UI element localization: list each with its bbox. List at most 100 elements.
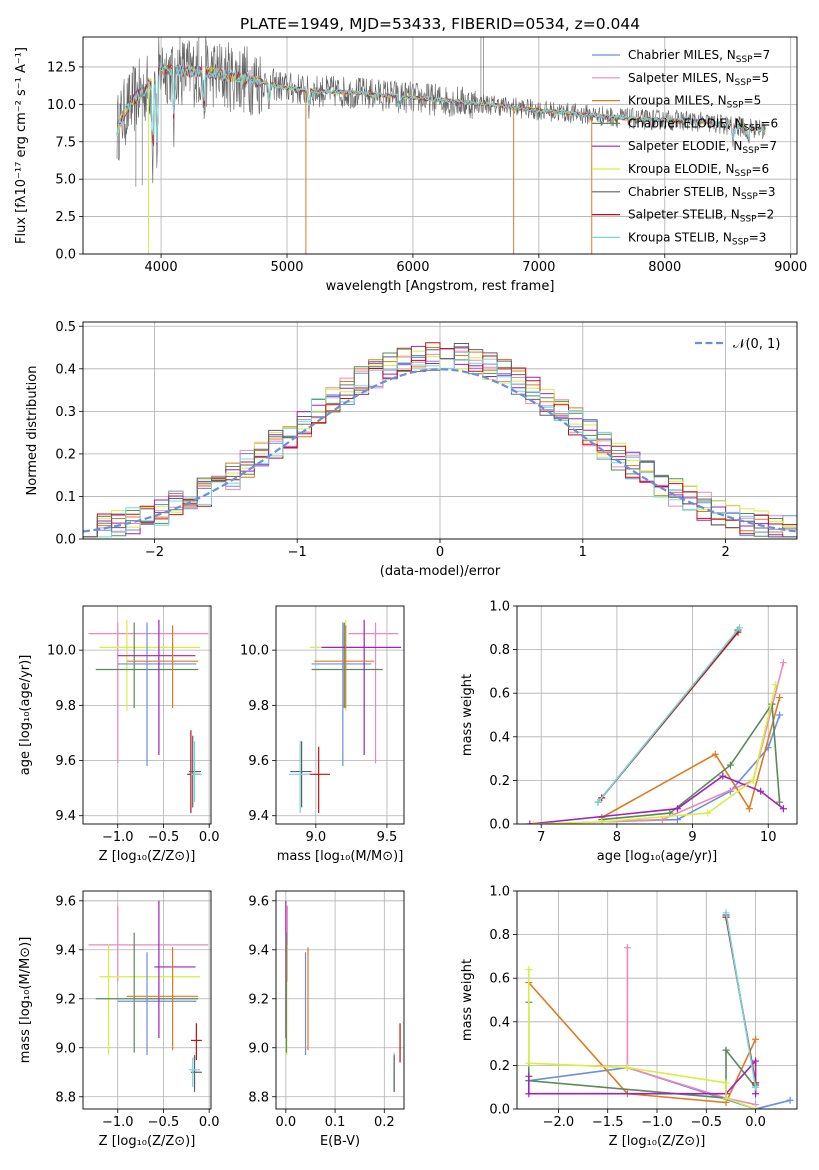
y-tick-label: 2.5 (55, 210, 76, 225)
y-tick-label: 9.0 (248, 1041, 269, 1056)
weight-marker (525, 1090, 533, 1098)
x-tick-label: 4000 (145, 260, 178, 275)
errorbars (288, 619, 402, 813)
age-vs-metallicity-panel: −1.0 −0.5 0.0 9.4 9.6 9.8 10.0 Z [log₁₀(Z/Z⊙)] a… (18, 605, 220, 864)
weight-marker (745, 805, 753, 813)
axes-frame (82, 36, 798, 255)
y-tick-label: 0.0 (55, 248, 76, 263)
x-axis-label: (data-model)/error (380, 564, 501, 579)
x-tick-label: 7000 (522, 260, 555, 275)
y-tick-label: 0.1 (55, 490, 76, 505)
weight-marker (722, 1094, 730, 1102)
x-tick-label: 6000 (396, 260, 429, 275)
ticks: 7 8 9 10 0.0 0.2 0.4 0.6 0.8 1.0 (489, 600, 776, 846)
weight-marker (722, 909, 730, 917)
x-tick-label: 0.0 (276, 1115, 297, 1130)
x-axis-label: Z [log₁₀(Z/Z⊙)] (99, 849, 196, 864)
x-tick-label: −0.5 (148, 1115, 180, 1130)
legend-label: Kroupa ELODIE, NSSP=6 (628, 162, 769, 179)
weight-marker (525, 1059, 533, 1067)
spectrum-panel: 4000 5000 6000 7000 8000 9000 0.0 2.5 5.0 7.5 10.0… (14, 36, 807, 294)
y-tick-label: 0.5 (55, 320, 76, 335)
weight-marker (752, 1083, 760, 1091)
legend-label: 𝒩(0, 1) (733, 337, 780, 352)
y-tick-label: 10.0 (240, 644, 269, 659)
weight-marker (757, 787, 765, 795)
x-tick-label: 1 (579, 545, 587, 560)
errorbars (88, 619, 209, 813)
ticks: −1.0 −0.5 0.0 9.4 9.6 9.8 10.0 (47, 644, 219, 845)
x-tick-label: −1 (288, 545, 307, 560)
x-tick-label: 0.1 (325, 1115, 346, 1130)
weight-marker (779, 659, 787, 667)
y-tick-label: 9.6 (55, 754, 76, 769)
y-tick-label: 10.0 (47, 644, 76, 659)
y-tick-label: 9.8 (55, 699, 76, 714)
y-tick-label: 8.8 (248, 1090, 269, 1105)
x-tick-label: 2 (721, 545, 729, 560)
x-tick-label: 9.5 (377, 830, 398, 845)
weight-marker (772, 680, 780, 688)
y-tick-label: 7.5 (55, 135, 76, 150)
y-tick-label: 1.0 (489, 600, 510, 615)
y-tick-label: 9.8 (248, 699, 269, 714)
y-axis-label: Flux [fλ10⁻¹⁷ erg cm⁻² s⁻¹ A⁻¹] (14, 47, 29, 244)
weight-marker (704, 809, 712, 817)
y-tick-label: 9.6 (248, 894, 269, 909)
weight-marker (786, 1096, 794, 1104)
weight-line (533, 684, 777, 824)
y-tick-label: 9.0 (55, 1041, 76, 1056)
y-tick-label: 10.0 (47, 98, 76, 113)
weight-marker (776, 694, 784, 702)
weight-line (601, 662, 785, 823)
y-axis-label: Normed distribution (25, 366, 40, 496)
weight-marker (673, 805, 681, 813)
weight-marker (623, 1064, 631, 1072)
weight-line (528, 982, 757, 1104)
weight-marker (623, 944, 631, 952)
ticks: 9.0 9.5 9.4 9.6 9.8 10.0 (240, 644, 397, 845)
axes-frame (516, 890, 798, 1110)
y-axis-label: mass [log₁₀(M/M⊙)] (18, 937, 33, 1064)
legend-label: Chabrier STELIB, NSSP=3 (628, 185, 776, 202)
legend-label: Salpeter STELIB, NSSP=2 (628, 208, 774, 225)
y-tick-label: 0.4 (489, 1015, 510, 1030)
x-tick-label: −0.5 (691, 1115, 723, 1130)
x-axis-label: mass [log₁₀(M/M⊙)] (277, 849, 404, 864)
weight-marker (525, 1072, 533, 1080)
y-axis-label: mass weight (460, 959, 475, 1041)
y-tick-label: 0.0 (489, 1103, 510, 1118)
legend-label: Salpeter MILES, NSSP=5 (628, 71, 769, 88)
x-tick-label: 0 (436, 545, 444, 560)
x-tick-label: 0.2 (374, 1115, 395, 1130)
residual-histogram (83, 342, 797, 539)
y-tick-label: 0.0 (489, 818, 510, 833)
ticks: −2.0 −1.5 −1.0 −0.5 0.0 0.0 0.2 0.4 0.6 0.8 1.0 (489, 885, 766, 1131)
weight-marker (752, 1090, 760, 1098)
x-tick-label: 5000 (270, 260, 303, 275)
spectrum-legend: Chabrier MILES, NSSP=7 Salpeter MILES, NS… (592, 48, 778, 247)
weight-marker (776, 711, 784, 719)
ticks: 0.0 0.1 0.2 8.8 9.0 9.2 9.4 9.6 (248, 894, 394, 1130)
weight-lines (525, 909, 794, 1109)
y-tick-label: 12.5 (47, 60, 76, 75)
ticks: −1.0 −0.5 0.0 8.8 9.0 9.2 9.4 9.6 (55, 894, 219, 1130)
y-tick-label: 9.2 (55, 992, 76, 1007)
age-vs-mass-panel: 9.0 9.5 9.4 9.6 9.8 10.0 mass [log₁₀(M/M⊙)] (240, 605, 405, 864)
y-tick-label: 0.6 (489, 972, 510, 987)
weight-line (601, 697, 781, 819)
errorbars (88, 900, 209, 1092)
spectrum-spikes (135, 37, 484, 187)
y-tick-label: 0.8 (489, 643, 510, 658)
figure-title: PLATE=1949, MJD=53433, FIBERID=0534, z=0… (240, 15, 640, 33)
x-tick-label: 9 (688, 830, 696, 845)
weight-marker (735, 624, 743, 632)
y-tick-label: 0.0 (55, 533, 76, 548)
x-tick-label: −1.5 (592, 1115, 624, 1130)
weight-marker (525, 965, 533, 973)
y-tick-label: 9.6 (55, 894, 76, 909)
legend-label: Kroupa MILES, NSSP=5 (628, 94, 761, 111)
y-tick-label: 9.4 (248, 943, 269, 958)
weight-line (528, 1002, 757, 1099)
